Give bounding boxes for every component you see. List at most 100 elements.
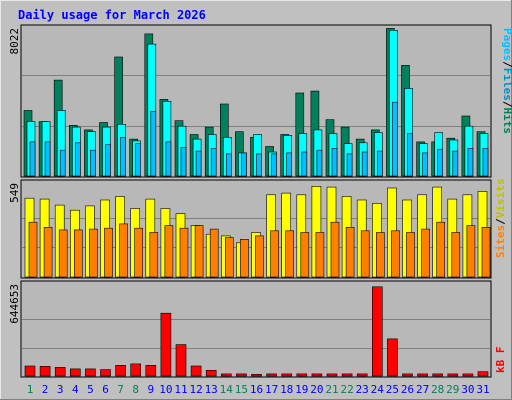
kbytes-bar bbox=[371, 286, 383, 377]
day-label: 1 bbox=[27, 383, 34, 396]
pages-bar bbox=[165, 141, 172, 177]
kbytes-bar bbox=[402, 373, 413, 377]
grid-lines bbox=[22, 75, 490, 349]
kbytes-bar bbox=[356, 373, 368, 377]
sites-bar bbox=[285, 230, 295, 278]
pages-bar bbox=[376, 150, 383, 177]
sites-bar bbox=[209, 228, 219, 278]
pages-bar bbox=[422, 152, 428, 177]
pages-bar bbox=[226, 153, 232, 177]
sites-bar bbox=[451, 232, 461, 278]
legend-pages: Pages bbox=[501, 28, 512, 61]
kbytes-bar bbox=[100, 369, 111, 377]
panel-kbytes bbox=[20, 280, 492, 378]
sites-bar bbox=[74, 229, 83, 278]
hits-legend: Pages/Files/Hits bbox=[501, 28, 512, 134]
pages-bar bbox=[241, 152, 247, 177]
legend-sep-1: / bbox=[501, 61, 512, 68]
day-label: 26 bbox=[401, 383, 414, 396]
visits-ytick: 549 bbox=[8, 183, 21, 203]
day-label: 13 bbox=[205, 383, 218, 396]
pages-bar bbox=[392, 101, 398, 177]
legend-hits: Hits bbox=[501, 108, 512, 135]
sites-bar bbox=[436, 221, 446, 278]
kbytes-bar bbox=[251, 373, 262, 377]
sites-bar bbox=[375, 232, 385, 278]
pages-bar bbox=[210, 148, 217, 177]
sites-bar bbox=[225, 237, 234, 278]
pages-bar bbox=[105, 144, 111, 177]
pages-bar bbox=[452, 150, 459, 177]
sites-bar bbox=[43, 227, 53, 278]
sites-bar bbox=[89, 228, 98, 278]
day-label: 2 bbox=[42, 383, 49, 396]
legend-visits: Visits bbox=[494, 179, 507, 219]
kbytes-bar bbox=[417, 373, 428, 377]
day-label: 28 bbox=[431, 383, 444, 396]
day-label: 6 bbox=[102, 383, 109, 396]
sites-bar bbox=[58, 229, 68, 278]
chart-title: Daily usage for March 2026 bbox=[18, 8, 206, 22]
day-label: 30 bbox=[461, 383, 474, 396]
sites-bar bbox=[240, 239, 249, 278]
day-label: 24 bbox=[371, 383, 385, 396]
pages-bar bbox=[135, 143, 141, 177]
day-label: 16 bbox=[250, 383, 263, 396]
kbytes-bar bbox=[266, 373, 277, 377]
day-label: 29 bbox=[446, 383, 459, 396]
pages-bar bbox=[59, 149, 66, 177]
day-label: 27 bbox=[416, 383, 429, 396]
legend-sep-3: / bbox=[494, 218, 507, 225]
sites-bar bbox=[345, 227, 355, 278]
day-label: 9 bbox=[147, 383, 154, 396]
pages-bar bbox=[316, 149, 323, 177]
day-label: 14 bbox=[220, 383, 234, 396]
day-label: 12 bbox=[189, 383, 202, 396]
pages-bar bbox=[195, 150, 202, 177]
day-label: 11 bbox=[174, 383, 187, 396]
legend-sep-2: / bbox=[501, 101, 512, 108]
day-label: 21 bbox=[325, 383, 338, 396]
day-label: 19 bbox=[295, 383, 308, 396]
pages-bar bbox=[44, 141, 51, 177]
kbytes-bar bbox=[70, 368, 81, 377]
sites-bar bbox=[330, 221, 340, 278]
kbytes-bar bbox=[296, 373, 308, 377]
pages-bar bbox=[286, 152, 293, 177]
kbytes-bar bbox=[85, 368, 96, 377]
day-labels: 1 2 3 4 5 6 7 8 9 10 11 12 13 14 15 16 17 18 19 20 21 22 23 24 2… bbox=[27, 383, 490, 396]
visits-legend: Sites/Visits bbox=[494, 179, 507, 259]
pages-bar bbox=[301, 151, 308, 177]
kbytes-bar bbox=[462, 373, 474, 377]
kbytes-bar bbox=[477, 371, 489, 377]
kbytes-bar bbox=[432, 373, 444, 377]
pages-bar bbox=[90, 149, 96, 177]
pages-bar bbox=[361, 151, 368, 177]
kbytes-bar bbox=[24, 365, 36, 377]
day-label: 22 bbox=[340, 383, 353, 396]
kbytes-bar bbox=[221, 373, 232, 377]
day-label: 8 bbox=[132, 383, 139, 396]
kbytes-bar bbox=[236, 373, 247, 377]
sites-bar bbox=[104, 227, 113, 278]
pages-bar bbox=[75, 142, 81, 177]
sites-bar bbox=[255, 235, 264, 278]
legend-kbytes: kB F bbox=[494, 347, 507, 374]
bars bbox=[23, 28, 491, 377]
kbytes-bar bbox=[341, 373, 353, 377]
kbytes-bar bbox=[115, 364, 126, 377]
day-label: 7 bbox=[117, 383, 124, 396]
pages-bar bbox=[180, 147, 187, 177]
day-label: 5 bbox=[87, 383, 94, 396]
kbytes-bar bbox=[190, 365, 202, 377]
pages-bar bbox=[482, 148, 489, 177]
day-label: 17 bbox=[265, 383, 278, 396]
pages-bar bbox=[407, 133, 413, 177]
kbytes-ytick: 644653 bbox=[8, 284, 21, 324]
sites-bar bbox=[164, 225, 174, 278]
legend-sites: Sites bbox=[494, 225, 507, 258]
kbytes-bar bbox=[387, 338, 398, 377]
kbytes-bar bbox=[205, 369, 217, 377]
sites-bar bbox=[406, 232, 415, 278]
day-label: 20 bbox=[310, 383, 323, 396]
